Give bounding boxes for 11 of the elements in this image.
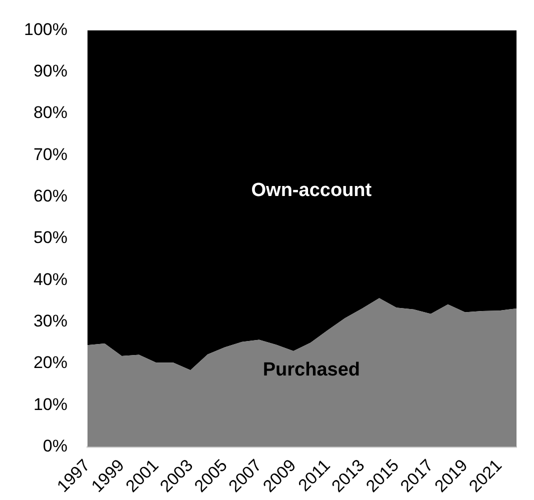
y-tick-label: 0% [42,436,68,456]
y-tick-label: 80% [33,103,68,122]
y-tick-label: 30% [33,312,68,331]
y-tick-label: 10% [33,394,68,414]
y-tick-label: 50% [33,228,68,248]
y-tick-label: 40% [33,270,68,289]
y-tick-label: 100% [24,20,68,39]
y-tick-label: 20% [33,353,68,372]
y-tick-label: 90% [33,62,68,81]
y-tick-label: 60% [33,186,68,206]
y-tick-label: 70% [33,144,68,164]
